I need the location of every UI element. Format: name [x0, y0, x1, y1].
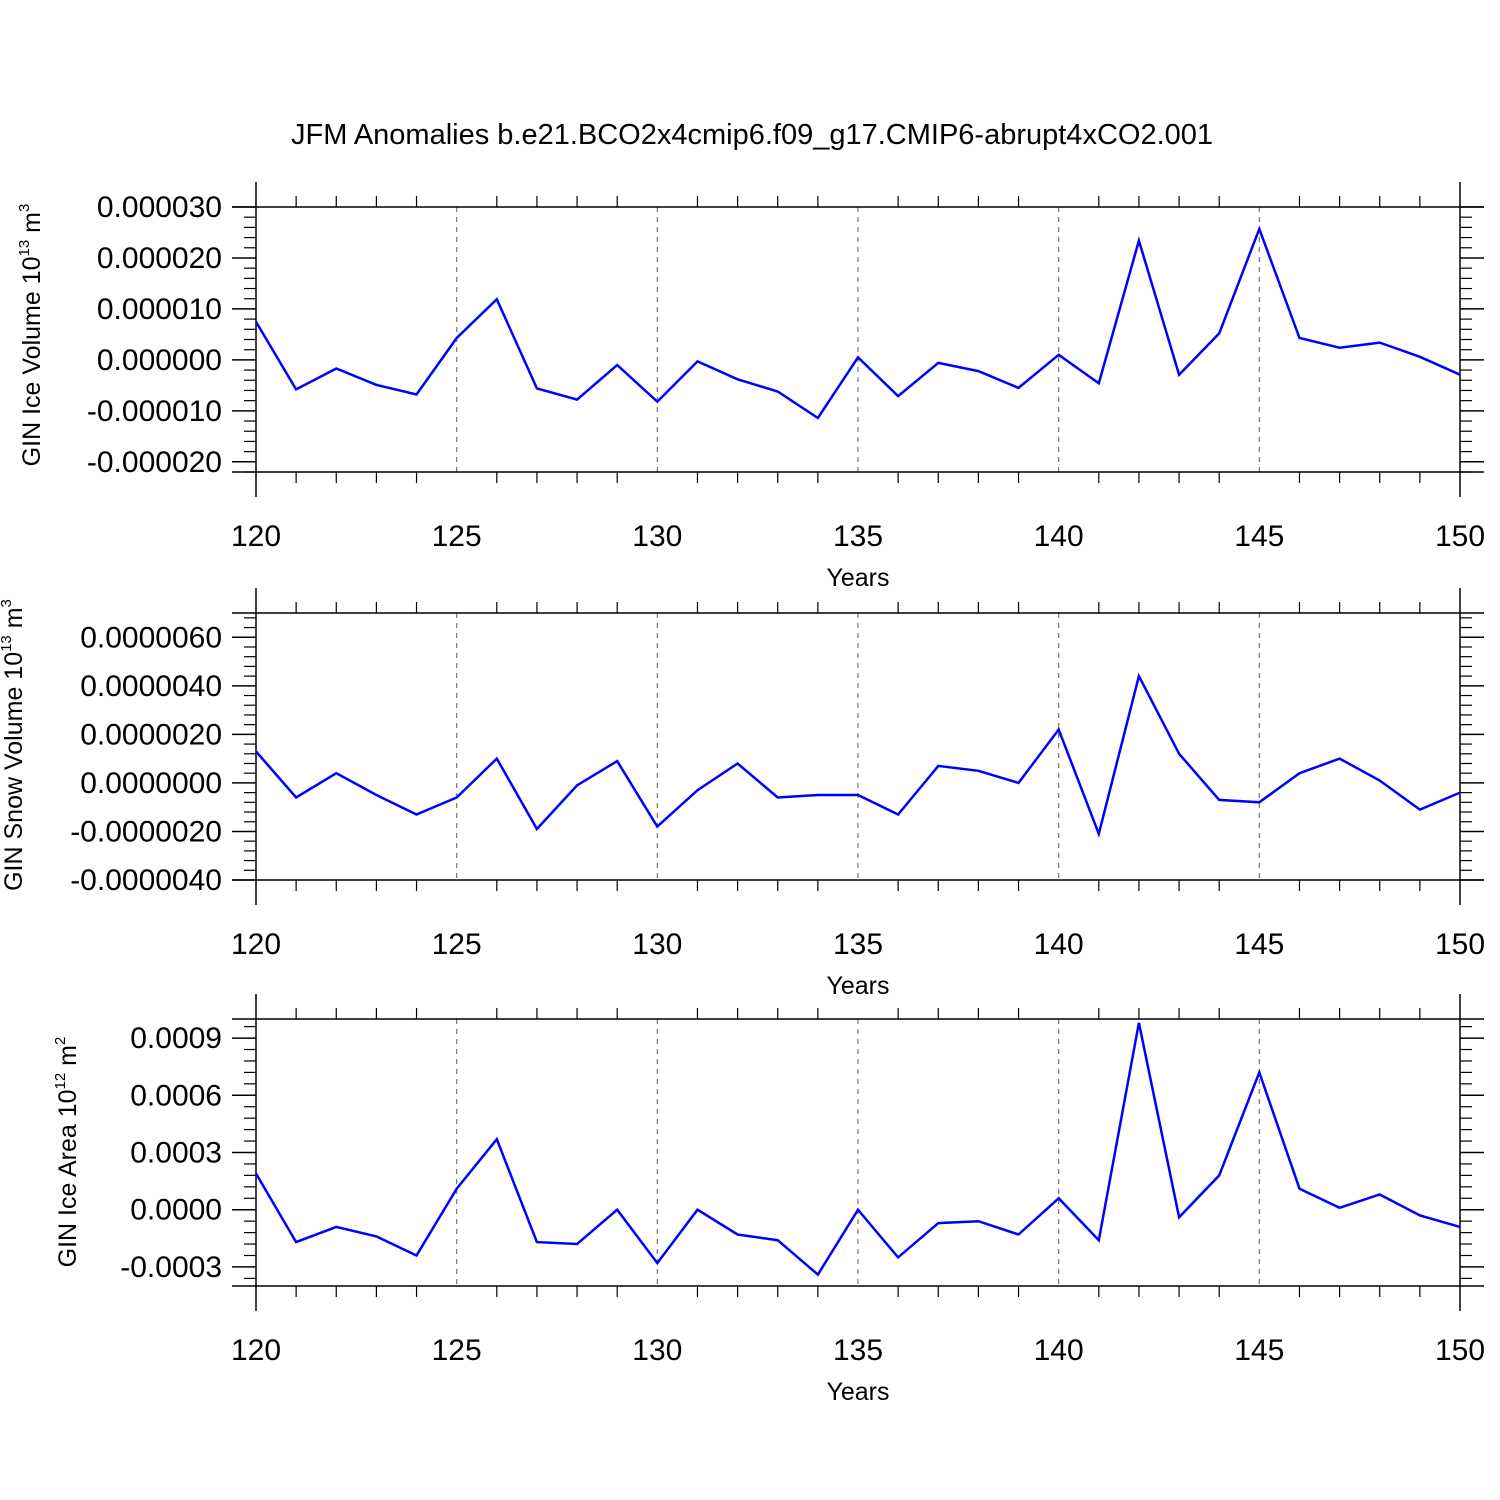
x-tick-label: 145 [1234, 1334, 1284, 1367]
y-tick-label: -0.0000040 [70, 864, 222, 897]
y-tick-label: -0.0000020 [70, 815, 222, 848]
x-tick-label: 130 [632, 1334, 682, 1367]
y-tick-label: 0.000020 [97, 242, 222, 275]
x-tick-label: 135 [833, 1334, 883, 1367]
panel-3: -0.0003 0.0000 0.0003 0.0006 0.0009 120 125 130… [52, 994, 1485, 1406]
x-tick-label: 140 [1034, 928, 1084, 961]
panels: -0.000020 -0.000010 0.000000 0.000010 0.0000… [0, 182, 1485, 1406]
y-tick-label: 0.000030 [97, 191, 222, 224]
y-tick-label: 0.0006 [130, 1079, 222, 1112]
y-tick-label: 0.0000000 [80, 767, 222, 800]
figure-title: JFM Anomalies b.e21.BCO2x4cmip6.f09_g17.… [291, 119, 1213, 151]
panel-2: -0.0000040 -0.0000020 0.0000000 0.0000020 0.… [0, 588, 1485, 1000]
y-tick-label: -0.000020 [87, 446, 222, 479]
y-tick-label: 0.000000 [97, 344, 222, 377]
y-tick-label: 0.0009 [130, 1022, 222, 1055]
x-tick-label: 145 [1234, 520, 1284, 553]
y-tick-label: 0.0000060 [80, 621, 222, 654]
x-tick-label: 150 [1435, 928, 1485, 961]
y-tick-label: 0.0000020 [80, 718, 222, 751]
x-tick-label: 130 [632, 928, 682, 961]
x-tick-label: 135 [833, 928, 883, 961]
y-axis-label: GIN Ice Volume 1013 m3 [16, 204, 46, 467]
y-tick-label: -0.0003 [120, 1251, 222, 1284]
x-tick-label: 120 [231, 520, 281, 553]
x-tick-label: 145 [1234, 928, 1284, 961]
series-line [254, 225, 1461, 420]
x-tick-label: 150 [1435, 520, 1485, 553]
y-axis-label: GIN Snow Volume 1013 m3 [0, 599, 28, 891]
x-tick-label: 130 [632, 520, 682, 553]
y-tick-label: -0.000010 [87, 395, 222, 428]
x-tick-label: 125 [432, 928, 482, 961]
x-tick-label: 125 [432, 1334, 482, 1367]
y-axis-label: GIN Ice Area 1012 m2 [52, 1037, 82, 1268]
x-axis-label: Years [826, 564, 889, 592]
x-tick-label: 140 [1034, 520, 1084, 553]
y-tick-label: 0.0000 [130, 1194, 222, 1227]
x-axis-label: Years [826, 972, 889, 1000]
x-tick-label: 120 [231, 1334, 281, 1367]
series-line [255, 672, 1461, 839]
x-axis-label: Years [826, 1378, 889, 1406]
panel-1: -0.000020 -0.000010 0.000000 0.000010 0.0000… [16, 182, 1485, 592]
y-tick-label: 0.0003 [130, 1137, 222, 1170]
x-tick-label: 135 [833, 520, 883, 553]
x-tick-label: 140 [1034, 1334, 1084, 1367]
series-line [254, 1022, 1461, 1277]
x-tick-label: 125 [432, 520, 482, 553]
x-tick-label: 150 [1435, 1334, 1485, 1367]
y-tick-label: 0.000010 [97, 293, 222, 326]
x-tick-label: 120 [231, 928, 281, 961]
y-tick-label: 0.0000040 [80, 670, 222, 703]
